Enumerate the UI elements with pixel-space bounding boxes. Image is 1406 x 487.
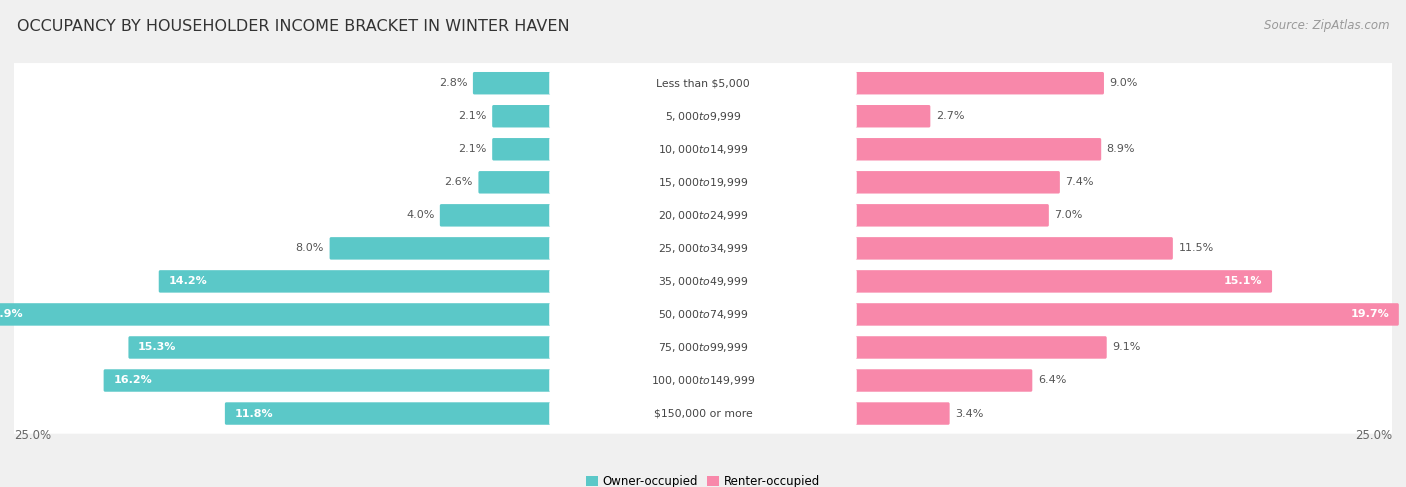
Text: OCCUPANCY BY HOUSEHOLDER INCOME BRACKET IN WINTER HAVEN: OCCUPANCY BY HOUSEHOLDER INCOME BRACKET …	[17, 19, 569, 35]
FancyBboxPatch shape	[550, 137, 856, 162]
FancyBboxPatch shape	[550, 236, 856, 261]
Text: $75,000 to $99,999: $75,000 to $99,999	[658, 341, 748, 354]
Text: $5,000 to $9,999: $5,000 to $9,999	[665, 110, 741, 123]
Text: 8.9%: 8.9%	[1107, 144, 1135, 154]
FancyBboxPatch shape	[329, 237, 553, 260]
FancyBboxPatch shape	[853, 402, 949, 425]
FancyBboxPatch shape	[10, 63, 1396, 103]
FancyBboxPatch shape	[10, 261, 1396, 301]
Text: 7.0%: 7.0%	[1054, 210, 1083, 220]
Text: 2.8%: 2.8%	[439, 78, 467, 88]
FancyBboxPatch shape	[492, 138, 553, 161]
FancyBboxPatch shape	[478, 171, 553, 193]
FancyBboxPatch shape	[550, 104, 856, 129]
Legend: Owner-occupied, Renter-occupied: Owner-occupied, Renter-occupied	[581, 471, 825, 487]
Text: 15.1%: 15.1%	[1223, 277, 1263, 286]
FancyBboxPatch shape	[10, 162, 1396, 203]
FancyBboxPatch shape	[853, 204, 1049, 226]
FancyBboxPatch shape	[10, 96, 1396, 136]
Text: 11.5%: 11.5%	[1178, 244, 1213, 253]
FancyBboxPatch shape	[0, 303, 553, 326]
FancyBboxPatch shape	[550, 302, 856, 327]
FancyBboxPatch shape	[159, 270, 553, 293]
Text: $20,000 to $24,999: $20,000 to $24,999	[658, 209, 748, 222]
FancyBboxPatch shape	[10, 228, 1396, 268]
Text: 25.0%: 25.0%	[14, 430, 51, 443]
FancyBboxPatch shape	[550, 335, 856, 360]
Text: 2.1%: 2.1%	[458, 144, 486, 154]
FancyBboxPatch shape	[10, 294, 1396, 335]
Text: 2.6%: 2.6%	[444, 177, 472, 187]
FancyBboxPatch shape	[853, 105, 931, 128]
Text: 2.1%: 2.1%	[458, 111, 486, 121]
Text: 11.8%: 11.8%	[235, 409, 273, 418]
Text: 2.7%: 2.7%	[936, 111, 965, 121]
FancyBboxPatch shape	[853, 72, 1104, 94]
FancyBboxPatch shape	[550, 203, 856, 227]
Text: 25.0%: 25.0%	[1355, 430, 1392, 443]
FancyBboxPatch shape	[550, 401, 856, 426]
FancyBboxPatch shape	[10, 327, 1396, 368]
FancyBboxPatch shape	[128, 336, 553, 359]
Text: 9.0%: 9.0%	[1109, 78, 1137, 88]
FancyBboxPatch shape	[853, 171, 1060, 193]
Text: 20.9%: 20.9%	[0, 309, 22, 319]
FancyBboxPatch shape	[104, 369, 553, 392]
Text: Less than $5,000: Less than $5,000	[657, 78, 749, 88]
Text: 9.1%: 9.1%	[1112, 342, 1140, 353]
FancyBboxPatch shape	[492, 105, 553, 128]
FancyBboxPatch shape	[853, 303, 1399, 326]
FancyBboxPatch shape	[853, 270, 1272, 293]
FancyBboxPatch shape	[853, 369, 1032, 392]
FancyBboxPatch shape	[550, 368, 856, 393]
FancyBboxPatch shape	[853, 237, 1173, 260]
FancyBboxPatch shape	[853, 138, 1101, 161]
FancyBboxPatch shape	[10, 360, 1396, 401]
FancyBboxPatch shape	[10, 129, 1396, 169]
FancyBboxPatch shape	[440, 204, 553, 226]
Text: $25,000 to $34,999: $25,000 to $34,999	[658, 242, 748, 255]
FancyBboxPatch shape	[853, 336, 1107, 359]
FancyBboxPatch shape	[225, 402, 553, 425]
FancyBboxPatch shape	[10, 393, 1396, 434]
Text: $15,000 to $19,999: $15,000 to $19,999	[658, 176, 748, 189]
Text: 8.0%: 8.0%	[295, 244, 323, 253]
Text: $35,000 to $49,999: $35,000 to $49,999	[658, 275, 748, 288]
FancyBboxPatch shape	[10, 195, 1396, 236]
FancyBboxPatch shape	[550, 269, 856, 294]
Text: 19.7%: 19.7%	[1350, 309, 1389, 319]
Text: 4.0%: 4.0%	[406, 210, 434, 220]
Text: $10,000 to $14,999: $10,000 to $14,999	[658, 143, 748, 156]
Text: 7.4%: 7.4%	[1066, 177, 1094, 187]
Text: 15.3%: 15.3%	[138, 342, 176, 353]
Text: $50,000 to $74,999: $50,000 to $74,999	[658, 308, 748, 321]
Text: $100,000 to $149,999: $100,000 to $149,999	[651, 374, 755, 387]
FancyBboxPatch shape	[472, 72, 553, 94]
Text: $150,000 or more: $150,000 or more	[654, 409, 752, 418]
Text: 16.2%: 16.2%	[114, 375, 152, 386]
Text: 3.4%: 3.4%	[955, 409, 984, 418]
Text: 14.2%: 14.2%	[169, 277, 207, 286]
Text: Source: ZipAtlas.com: Source: ZipAtlas.com	[1264, 19, 1389, 33]
Text: 6.4%: 6.4%	[1038, 375, 1066, 386]
FancyBboxPatch shape	[550, 170, 856, 194]
FancyBboxPatch shape	[550, 71, 856, 95]
